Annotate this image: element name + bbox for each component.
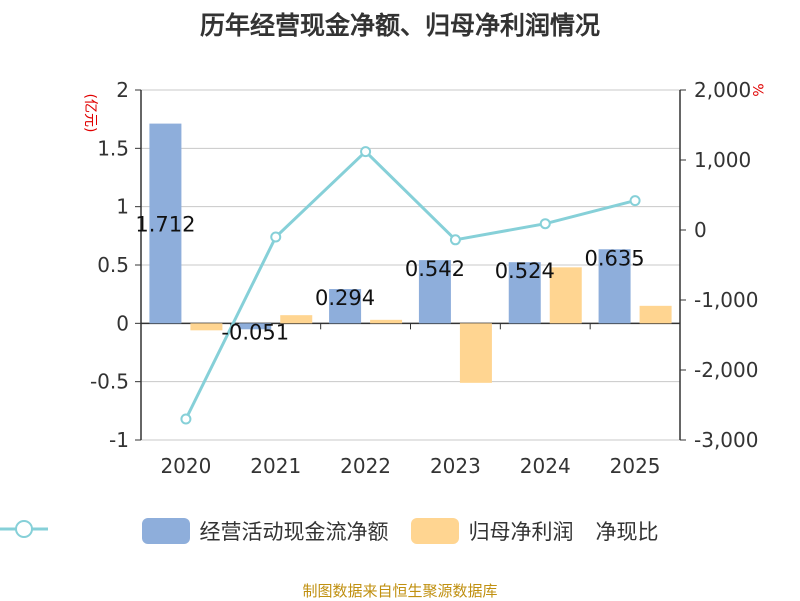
bar-operating-cash [329,289,362,324]
bar-net-profit [549,267,582,324]
data-label: -0.051 [221,320,289,344]
bar-net-profit [370,319,403,324]
line-point-cash-ratio [360,146,372,158]
x-axis-tick-label: 2020 [160,454,211,478]
line-point-cash-ratio [629,195,641,207]
bar-net-profit [280,315,313,324]
bar-operating-cash [418,260,451,324]
legend-item-cash-ratio[interactable]: 净现比 [0,516,659,546]
legend-item-operating-cash[interactable]: 经营活动现金流净额 [141,516,389,546]
left-axis-tick-label: 1 [116,195,129,219]
data-label: 0.542 [405,257,465,281]
left-axis-tick-label: 2 [116,78,129,102]
bar-operating-cash [508,262,541,324]
left-axis-tick-label: -0.5 [90,370,129,394]
left-axis-tick-label: 0.5 [97,253,129,277]
right-axis-tick-label: 0 [694,218,707,242]
bar-net-profit [459,323,492,383]
line-point-cash-ratio [449,234,461,246]
data-source-footer: 制图数据来自恒生聚源数据库 [302,582,498,600]
left-axis-tick-label: -1 [109,428,129,452]
x-axis-tick-label: 2023 [430,454,481,478]
right-axis-tick-label: -1,000 [694,288,758,312]
right-axis-unit: % [749,83,765,96]
legend-item-net-profit[interactable]: 归母净利润 [410,516,574,546]
right-axis-tick-label: 1,000 [694,148,751,172]
line-cash-ratio [184,149,636,420]
x-axis-tick-label: 2024 [520,454,571,478]
line-point-cash-ratio [539,218,551,230]
line-point-cash-ratio [270,231,282,243]
legend-label-operating-cash: 经营活动现金流净额 [199,520,389,544]
legend-swatch-operating-cash [141,518,190,544]
data-label: 0.524 [495,259,555,283]
bar-net-profit [639,305,672,324]
chart-title: 历年经营现金净额、归母净利润情况 [199,11,600,40]
bar-net-profit [190,323,223,331]
data-label: 0.294 [315,286,375,310]
x-axis-tick-label: 2021 [250,454,301,478]
legend-label-net-profit: 归母净利润 [468,520,574,544]
legend-label-cash-ratio: 净现比 [595,520,659,544]
x-axis-tick-label: 2022 [340,454,391,478]
right-axis-tick-label: -3,000 [694,428,758,452]
x-axis-tick-label: 2025 [610,454,661,478]
right-axis-tick-label: 2,000 [694,78,751,102]
bar-operating-cash [239,323,272,330]
bar-operating-cash [598,249,631,324]
data-label: 0.635 [585,246,645,270]
legend-line-marker [0,520,48,538]
left-axis-tick-label: 1.5 [97,136,129,160]
legend-swatch-net-profit [410,518,459,544]
line-point-cash-ratio [180,413,192,425]
bar-operating-cash [149,123,182,324]
chart-legend: 经营活动现金流净额 归母净利润 净现比 [0,516,800,546]
left-axis-tick-label: 0 [116,311,129,335]
data-label: 1.712 [135,213,195,237]
left-axis-unit: (亿元) [82,94,98,133]
right-axis-tick-label: -2,000 [694,358,758,382]
